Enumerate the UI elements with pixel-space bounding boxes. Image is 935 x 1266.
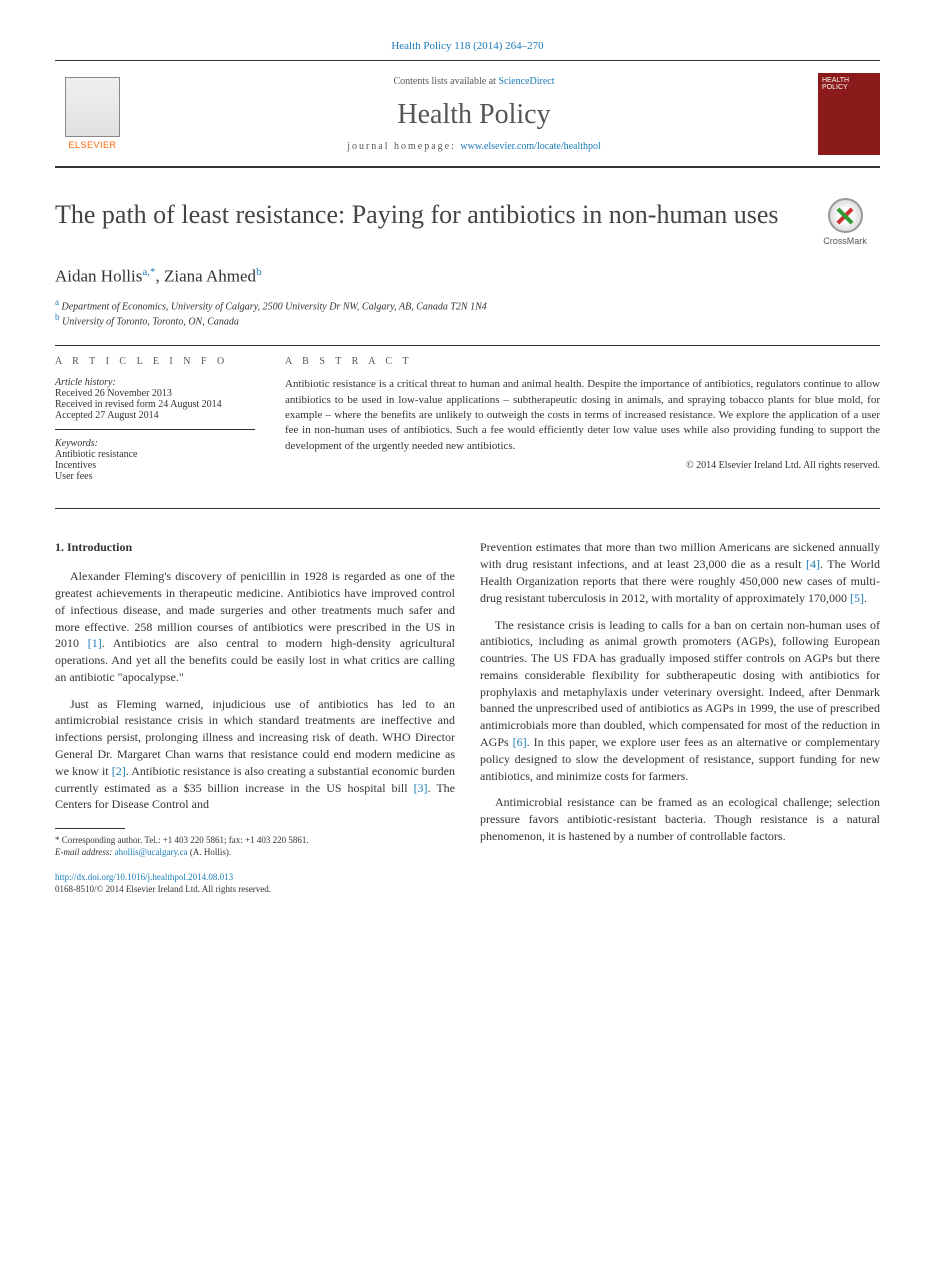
author-2-marks: b bbox=[256, 266, 262, 278]
ref-6[interactable]: [6] bbox=[513, 735, 527, 749]
footnote-separator bbox=[55, 828, 125, 829]
email-line: E-mail address: ahollis@ucalgary.ca (A. … bbox=[55, 847, 455, 859]
body-columns: 1. Introduction Alexander Fleming's disc… bbox=[55, 539, 880, 896]
author-2: Ziana Ahmed bbox=[164, 267, 256, 286]
elsevier-text: ELSEVIER bbox=[68, 140, 116, 150]
header-citation: Health Policy 118 (2014) 264–270 bbox=[55, 40, 880, 52]
abstract-copyright: © 2014 Elsevier Ireland Ltd. All rights … bbox=[285, 460, 880, 471]
sciencedirect-link[interactable]: ScienceDirect bbox=[498, 76, 554, 87]
elsevier-tree-icon bbox=[65, 77, 120, 137]
doi-link[interactable]: http://dx.doi.org/10.1016/j.healthpol.20… bbox=[55, 872, 233, 882]
info-abstract-box: A R T I C L E I N F O Article history: R… bbox=[55, 345, 880, 509]
abstract: A B S T R A C T Antibiotic resistance is… bbox=[270, 346, 880, 508]
keywords-block: Keywords: Antibiotic resistance Incentiv… bbox=[55, 438, 255, 490]
header-center: Contents lists available at ScienceDirec… bbox=[130, 76, 818, 152]
history-head: Article history: bbox=[55, 377, 255, 388]
info-heading: A R T I C L E I N F O bbox=[55, 356, 255, 367]
para-5: Antimicrobial resistance can be framed a… bbox=[480, 794, 880, 844]
authors: Aidan Hollisa,*, Ziana Ahmedb bbox=[55, 266, 880, 287]
article-info: A R T I C L E I N F O Article history: R… bbox=[55, 346, 270, 508]
keywords-head: Keywords: bbox=[55, 438, 255, 449]
issn-line: 0168-8510/© 2014 Elsevier Ireland Ltd. A… bbox=[55, 883, 455, 896]
crossmark-badge[interactable]: CrossMark bbox=[810, 198, 880, 246]
author-1-marks: a,* bbox=[142, 266, 155, 278]
para-3: Prevention estimates that more than two … bbox=[480, 539, 880, 606]
doi-block: http://dx.doi.org/10.1016/j.healthpol.20… bbox=[55, 871, 455, 896]
journal-cover[interactable]: HEALTH POLICY bbox=[818, 73, 880, 155]
ref-2[interactable]: [2] bbox=[112, 764, 126, 778]
author-sep: , bbox=[156, 267, 165, 286]
ref-4[interactable]: [4] bbox=[806, 557, 820, 571]
affiliation-2: b University of Toronto, Toronto, ON, Ca… bbox=[55, 312, 880, 327]
email-link[interactable]: ahollis@ucalgary.ca bbox=[115, 847, 188, 857]
revised-date: Received in revised form 24 August 2014 bbox=[55, 399, 255, 410]
homepage-line: journal homepage: www.elsevier.com/locat… bbox=[130, 141, 818, 152]
ref-5[interactable]: [5] bbox=[850, 591, 864, 605]
abstract-text: Antibiotic resistance is a critical thre… bbox=[285, 377, 880, 454]
homepage-link[interactable]: www.elsevier.com/locate/healthpol bbox=[460, 141, 600, 152]
abstract-heading: A B S T R A C T bbox=[285, 356, 880, 367]
ref-3[interactable]: [3] bbox=[414, 781, 428, 795]
ref-1[interactable]: [1] bbox=[88, 636, 102, 650]
received-date: Received 26 November 2013 bbox=[55, 388, 255, 399]
para-2: Just as Fleming warned, injudicious use … bbox=[55, 696, 455, 814]
journal-name: Health Policy bbox=[130, 99, 818, 131]
author-1: Aidan Hollis bbox=[55, 267, 142, 286]
keyword-1: Antibiotic resistance bbox=[55, 449, 255, 460]
history-block: Article history: Received 26 November 20… bbox=[55, 377, 255, 430]
para-4: The resistance crisis is leading to call… bbox=[480, 617, 880, 785]
homepage-prefix: journal homepage: bbox=[347, 141, 460, 152]
para-1: Alexander Fleming's discovery of penicil… bbox=[55, 568, 455, 686]
affiliations: a Department of Economics, University of… bbox=[55, 297, 880, 328]
column-right: Prevention estimates that more than two … bbox=[480, 539, 880, 896]
accepted-date: Accepted 27 August 2014 bbox=[55, 410, 255, 421]
contents-prefix: Contents lists available at bbox=[393, 76, 498, 87]
corr-author: * Corresponding author. Tel.: +1 403 220… bbox=[55, 835, 455, 847]
corresponding-footnote: * Corresponding author. Tel.: +1 403 220… bbox=[55, 835, 455, 858]
crossmark-text: CrossMark bbox=[810, 236, 880, 246]
section-heading: 1. Introduction bbox=[55, 539, 455, 556]
affiliation-1: a Department of Economics, University of… bbox=[55, 297, 880, 312]
contents-line: Contents lists available at ScienceDirec… bbox=[130, 76, 818, 87]
elsevier-logo[interactable]: ELSEVIER bbox=[55, 71, 130, 156]
column-left: 1. Introduction Alexander Fleming's disc… bbox=[55, 539, 455, 896]
title-row: The path of least resistance: Paying for… bbox=[55, 198, 880, 246]
keyword-2: Incentives bbox=[55, 460, 255, 471]
crossmark-icon bbox=[828, 198, 863, 233]
article-title: The path of least resistance: Paying for… bbox=[55, 198, 790, 232]
header-box: ELSEVIER Contents lists available at Sci… bbox=[55, 60, 880, 168]
keyword-3: User fees bbox=[55, 471, 255, 482]
